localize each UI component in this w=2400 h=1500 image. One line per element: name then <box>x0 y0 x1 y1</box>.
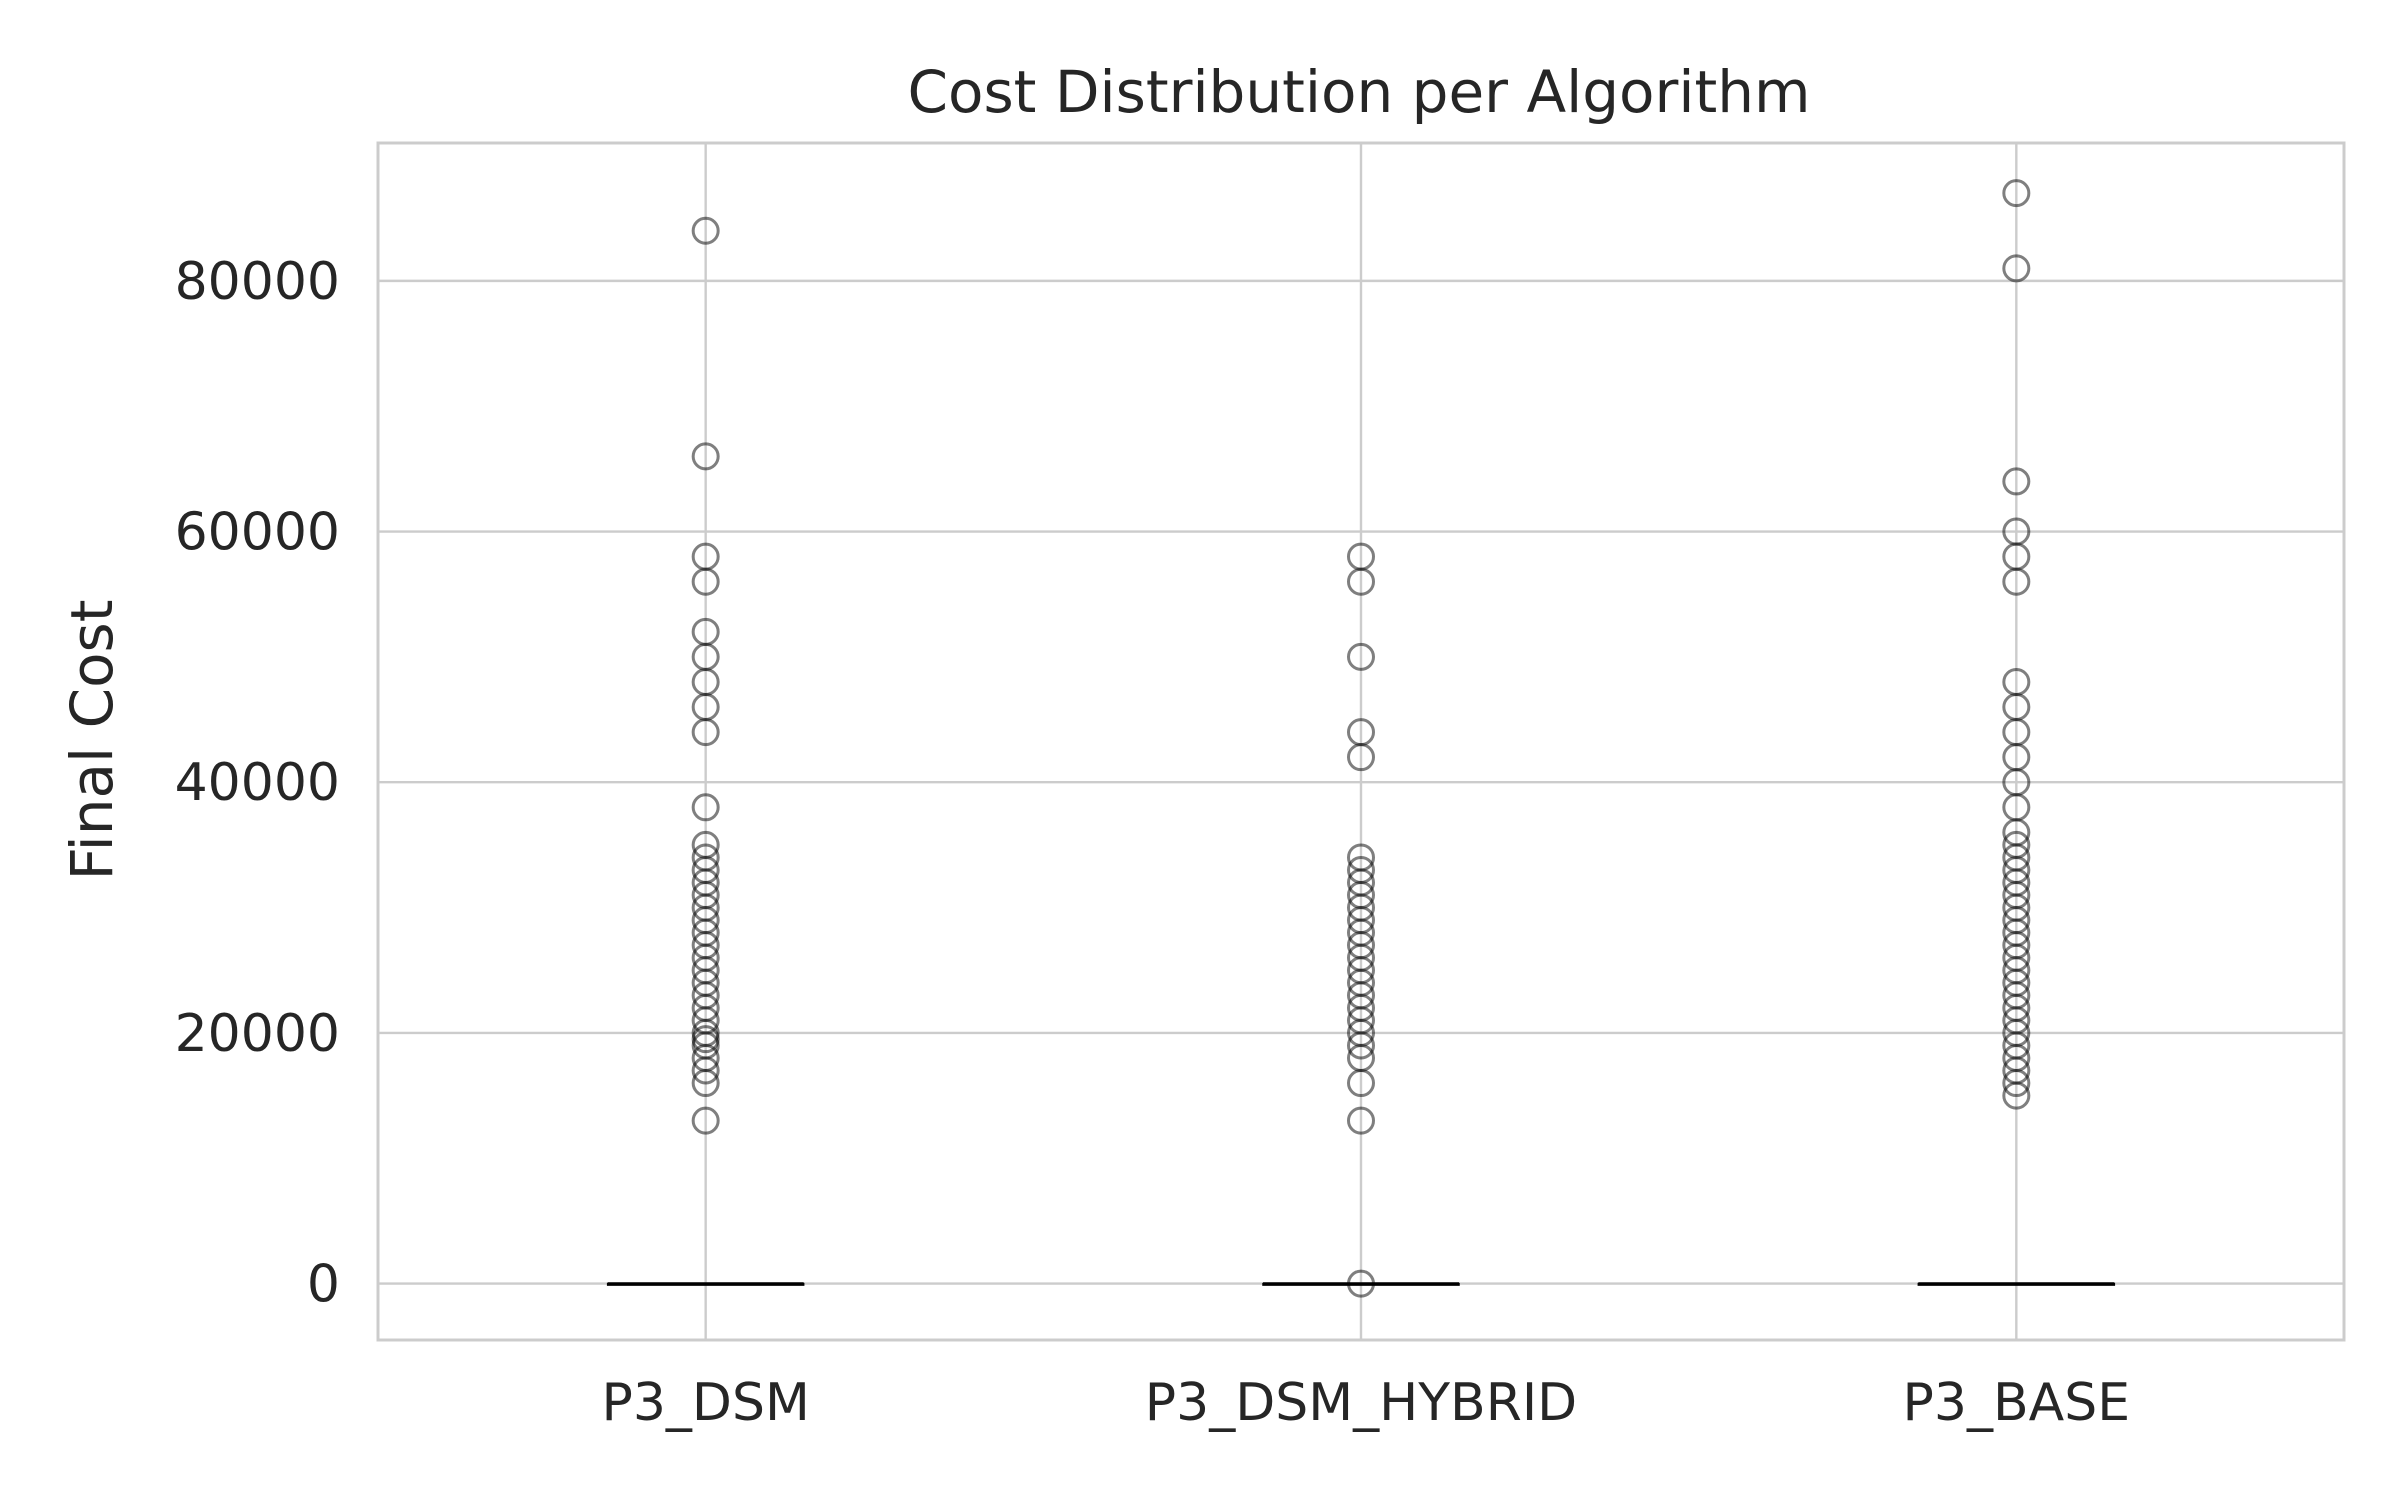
plot-border <box>376 141 2346 1342</box>
outlier-point <box>691 1106 720 1135</box>
y-tick-label: 0 <box>307 1255 340 1315</box>
outlier-point <box>2002 179 2031 208</box>
grid-layer <box>378 143 2344 1340</box>
plot-frame <box>376 141 2346 1342</box>
y-tick-label: 40000 <box>175 753 340 813</box>
box-layer <box>606 179 2116 1298</box>
outlier-point <box>691 830 720 859</box>
box-group-p3-dsm <box>606 216 805 1286</box>
x-tick-label: P3_BASE <box>1903 1373 2131 1433</box>
outlier-point <box>1347 642 1375 671</box>
outlier-point <box>1347 1269 1375 1298</box>
outlier-point <box>1347 855 1375 884</box>
tick-labels: 0 20000 40000 60000 80000 P3_DSM P3_DSM_HYBRID… <box>175 252 2131 1433</box>
outlier-point <box>691 617 720 646</box>
outlier-point <box>2002 467 2031 496</box>
chart-title: Cost Distribution per Algorithm <box>907 58 1810 126</box>
x-tick-label: P3_DSM_HYBRID <box>1145 1373 1577 1433</box>
outlier-point <box>2002 830 2031 859</box>
box-group-p3-base <box>1917 179 2116 1286</box>
outlier-point <box>2002 254 2031 283</box>
box-group-p3-dsm-hybrid <box>1262 542 1460 1298</box>
outlier-point <box>691 793 720 822</box>
outlier-point <box>691 442 720 471</box>
outlier-point <box>2002 667 2031 696</box>
outlier-point <box>2002 517 2031 546</box>
x-tick-label: P3_DSM <box>601 1373 809 1433</box>
outlier-point <box>1347 843 1375 872</box>
y-tick-label: 20000 <box>175 1004 340 1064</box>
outlier-point <box>1347 718 1375 747</box>
y-axis-label: Final Cost <box>58 599 126 880</box>
y-tick-label: 80000 <box>175 252 340 312</box>
outlier-point <box>1347 542 1375 571</box>
outlier-point <box>691 216 720 245</box>
outlier-point <box>1347 1106 1375 1135</box>
y-tick-label: 60000 <box>175 503 340 563</box>
outlier-point <box>691 843 720 872</box>
outlier-point <box>691 542 720 571</box>
